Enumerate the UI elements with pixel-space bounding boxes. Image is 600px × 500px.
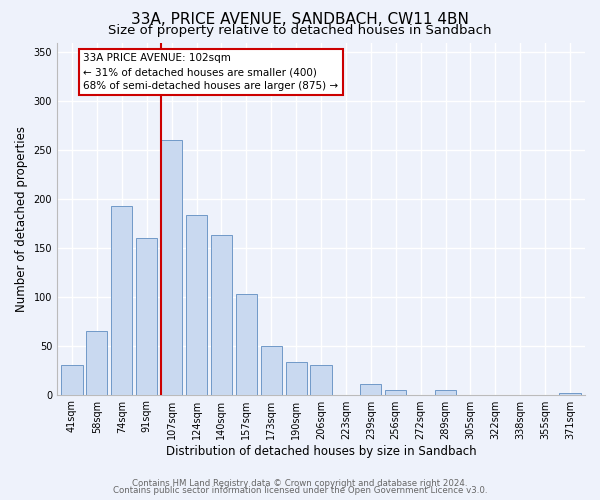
Text: Contains HM Land Registry data © Crown copyright and database right 2024.: Contains HM Land Registry data © Crown c…: [132, 478, 468, 488]
Text: 33A, PRICE AVENUE, SANDBACH, CW11 4BN: 33A, PRICE AVENUE, SANDBACH, CW11 4BN: [131, 12, 469, 28]
X-axis label: Distribution of detached houses by size in Sandbach: Distribution of detached houses by size …: [166, 444, 476, 458]
Bar: [435, 390, 456, 394]
Bar: [286, 362, 307, 394]
Bar: [161, 140, 182, 394]
Bar: [236, 294, 257, 394]
Text: 33A PRICE AVENUE: 102sqm
← 31% of detached houses are smaller (400)
68% of semi-: 33A PRICE AVENUE: 102sqm ← 31% of detach…: [83, 53, 338, 91]
Bar: [86, 331, 107, 394]
Bar: [260, 346, 282, 395]
Bar: [385, 390, 406, 394]
Bar: [559, 392, 581, 394]
Bar: [111, 206, 133, 394]
Bar: [211, 235, 232, 394]
Bar: [310, 365, 332, 394]
Bar: [186, 214, 207, 394]
Y-axis label: Number of detached properties: Number of detached properties: [15, 126, 28, 312]
Bar: [61, 365, 83, 394]
Text: Contains public sector information licensed under the Open Government Licence v3: Contains public sector information licen…: [113, 486, 487, 495]
Bar: [136, 238, 157, 394]
Text: Size of property relative to detached houses in Sandbach: Size of property relative to detached ho…: [108, 24, 492, 37]
Bar: [360, 384, 382, 394]
